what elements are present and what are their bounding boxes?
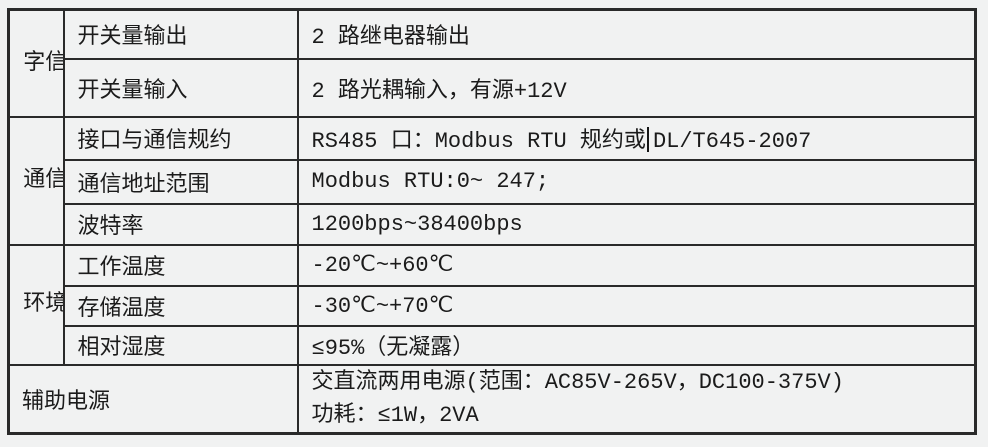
table-row: 存储温度 -30℃~+70℃ xyxy=(9,284,977,327)
value-operating-temperature: -20℃~+60℃ xyxy=(296,243,977,287)
text-cursor-icon xyxy=(646,127,649,152)
param-interface-protocol: 接口与通信规约 xyxy=(62,115,299,161)
value-aux-power-line-1: 交直流两用电源(范围：AC85V-265V，DC100-375V) xyxy=(311,369,844,395)
param-relative-humidity: 相对湿度 xyxy=(62,324,299,366)
group-label-environment: 环境 xyxy=(23,292,64,317)
param-baud-rate: 波特率 xyxy=(62,202,299,246)
group-label-communication: 通信 xyxy=(23,168,64,193)
value-text-after-cursor: DL/T645-2007 xyxy=(652,129,812,154)
table-row: 通信 接口与通信规约 RS485 口：Modbus RTU 规约或 DL/T645… xyxy=(7,115,977,246)
value-interface-protocol: RS485 口：Modbus RTU 规约或 DL/T645-2007 xyxy=(296,115,977,161)
value-text-before-cursor: RS485 口：Modbus RTU 规约或 xyxy=(311,129,646,154)
value-aux-power-line-2: 功耗：≤1W，2VA xyxy=(311,402,479,428)
table-row: 辅助电源 交直流两用电源(范围：AC85V-265V，DC100-375V) 功… xyxy=(7,363,977,434)
table-row: 波特率 1200bps~38400bps xyxy=(9,202,977,246)
value-comm-address-range: Modbus RTU:0~ 247; xyxy=(296,158,977,205)
group-cell-environment: 环境 xyxy=(7,243,65,366)
value-relative-humidity: ≤95%（无凝露） xyxy=(296,324,977,366)
table-row: 环境 工作温度 -20℃~+60℃ xyxy=(7,243,977,366)
table-row: 通信地址范围 Modbus RTU:0~ 247; xyxy=(9,158,977,205)
param-switch-input: 开关量输入 xyxy=(62,57,299,118)
value-switch-output: 2 路继电器输出 xyxy=(296,8,977,60)
spec-table: 字信号 开关量输出 2 路继电器输出 开关量输入 2 路光耦输入，有源+12V … xyxy=(7,8,977,435)
param-switch-output: 开关量输出 xyxy=(62,8,299,60)
value-aux-power: 交直流两用电源(范围：AC85V-265V，DC100-375V) 功耗：≤1W… xyxy=(296,363,977,434)
table-row: 字信号 开关量输出 2 路继电器输出 xyxy=(7,8,977,118)
group-cell-digital-signal: 字信号 xyxy=(7,8,65,118)
group-cell-communication: 通信 xyxy=(7,115,65,246)
param-storage-temperature: 存储温度 xyxy=(62,284,299,327)
value-baud-rate: 1200bps~38400bps xyxy=(296,202,977,246)
table-row: 开关量输入 2 路光耦输入，有源+12V xyxy=(9,57,977,118)
value-switch-input: 2 路光耦输入，有源+12V xyxy=(296,57,977,118)
value-storage-temperature: -30℃~+70℃ xyxy=(296,284,977,327)
param-comm-address-range: 通信地址范围 xyxy=(62,158,299,205)
param-operating-temperature: 工作温度 xyxy=(62,243,299,287)
group-label-digital-signal: 字信号 xyxy=(23,50,61,76)
table-row: 相对湿度 ≤95%（无凝露） xyxy=(9,324,977,366)
group-cell-aux-power: 辅助电源 xyxy=(7,363,299,434)
